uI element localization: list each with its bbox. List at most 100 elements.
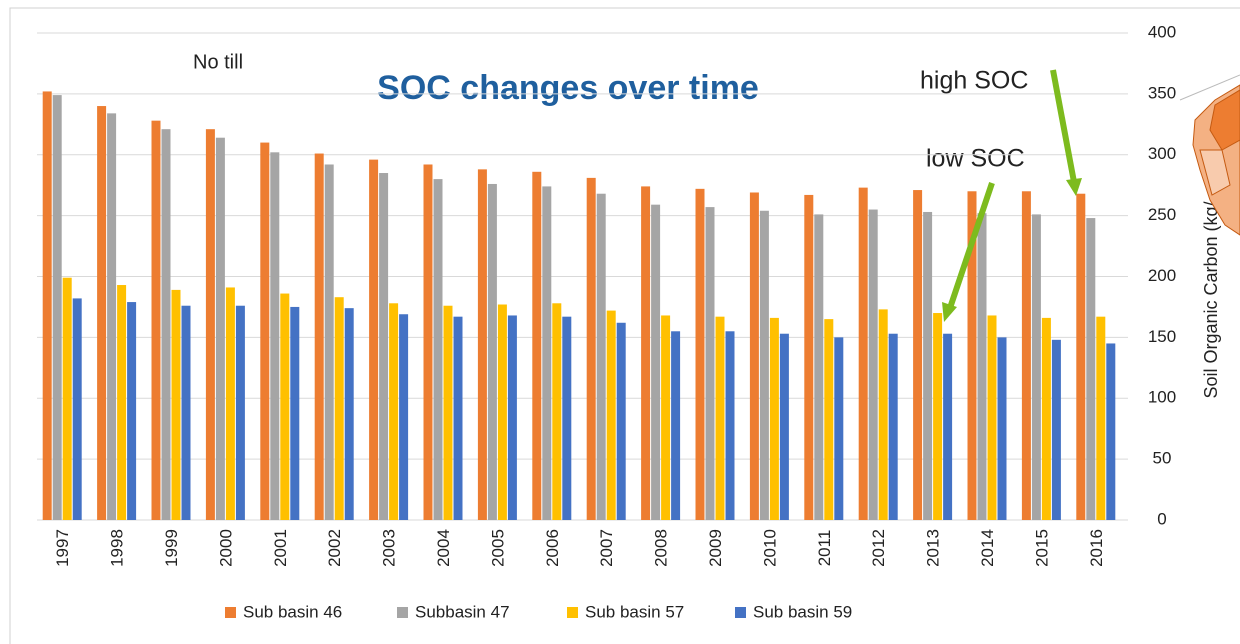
bar [334, 297, 344, 520]
y-axis-title: Soil Organic Carbon (kg/ [1201, 201, 1221, 398]
bar [42, 91, 52, 520]
arrows [942, 69, 1082, 322]
bar [532, 171, 542, 521]
legend-label: Sub basin 59 [753, 602, 852, 621]
y-tick-label: 100 [1148, 388, 1176, 407]
x-tick-label: 2003 [380, 529, 399, 567]
bar [433, 179, 443, 520]
bar [933, 313, 943, 520]
x-tick-label: 1999 [162, 529, 181, 567]
x-tick-label: 2016 [1087, 529, 1106, 567]
bar [769, 317, 779, 520]
legend-swatch [225, 607, 236, 618]
legend-swatch [735, 607, 746, 618]
bar [270, 152, 280, 520]
legend-swatch [397, 607, 408, 618]
bar [453, 316, 463, 520]
bar [606, 310, 616, 520]
bar [369, 159, 379, 520]
bar [260, 142, 270, 520]
bar [641, 186, 651, 520]
bar [695, 188, 705, 520]
bar [804, 194, 814, 521]
bar [596, 193, 606, 520]
x-tick-label: 1998 [108, 529, 127, 567]
x-tick-label: 2000 [216, 529, 235, 567]
bar [497, 304, 507, 520]
x-tick-label: 2006 [543, 529, 562, 567]
bar [1021, 191, 1031, 520]
bar [225, 287, 235, 520]
bar [171, 289, 181, 520]
annotation: low SOC [926, 145, 1025, 173]
annotation: No till [193, 51, 243, 73]
bar [1086, 218, 1096, 520]
bar [151, 120, 161, 520]
bar [943, 333, 953, 520]
bar [824, 319, 834, 520]
x-tick-label: 2001 [271, 529, 290, 567]
bar [616, 322, 626, 520]
bar [379, 173, 389, 520]
bar [290, 306, 300, 520]
bar [477, 169, 487, 521]
bar [443, 305, 453, 520]
bar [127, 302, 137, 520]
bar [542, 186, 552, 520]
bar [389, 303, 399, 520]
bar [923, 211, 933, 520]
bar [62, 277, 72, 520]
y-tick-label: 150 [1148, 327, 1176, 346]
y-tick-label: 0 [1157, 509, 1166, 528]
bar [651, 204, 661, 521]
x-tick-label: 2011 [815, 530, 834, 567]
y-tick-label: 250 [1148, 205, 1176, 224]
x-tick-label: 2009 [706, 529, 725, 567]
annotation: high SOC [920, 67, 1028, 95]
bar [1096, 316, 1106, 520]
bar [1076, 193, 1086, 520]
map-fragment [1179, 74, 1240, 236]
bar [52, 95, 62, 520]
bar [661, 315, 671, 520]
bar [987, 315, 997, 520]
bar [1106, 343, 1116, 520]
bar [235, 305, 245, 520]
bar [759, 210, 769, 520]
y-tick-label: 50 [1153, 449, 1172, 468]
bar [913, 190, 923, 520]
bar [997, 337, 1007, 520]
plot: 0 50 100 150 200 250 300 350 400 1997 1998 1999 2000… [37, 22, 1176, 621]
x-tick-label: 1997 [53, 529, 72, 567]
x-tick-label: 2013 [924, 529, 943, 567]
x-tick-label: 2014 [978, 529, 997, 567]
bar [314, 153, 324, 520]
bar [507, 315, 517, 520]
bar [977, 213, 987, 520]
x-tick-label: 2004 [434, 529, 453, 567]
bar [181, 305, 191, 520]
bar [814, 214, 824, 520]
legend-label: Subbasin 47 [415, 602, 510, 621]
bar [552, 303, 562, 520]
x-tick-label: 2007 [597, 529, 616, 567]
y-tick-label: 400 [1148, 22, 1176, 41]
legend-label: Sub basin 57 [585, 602, 684, 621]
bar [1041, 317, 1051, 520]
bar [749, 192, 759, 520]
bar [1051, 339, 1061, 520]
bar [117, 285, 127, 520]
bar [97, 106, 107, 521]
bar [888, 333, 898, 520]
bar [324, 164, 334, 521]
bar [215, 137, 225, 520]
bar [205, 129, 215, 520]
bar [586, 177, 596, 520]
bar [858, 187, 868, 520]
bar [399, 314, 409, 520]
bar [725, 331, 735, 520]
bar [487, 183, 497, 520]
bar [423, 164, 433, 521]
legend-label: Sub basin 46 [243, 602, 342, 621]
